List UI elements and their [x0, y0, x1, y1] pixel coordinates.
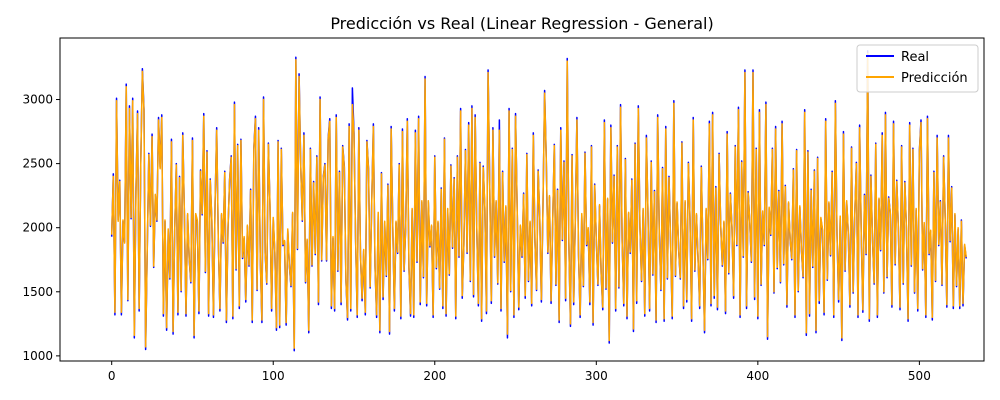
legend-label-real: Real [901, 50, 929, 65]
chart-title: Predicción vs Real (Linear Regression - … [330, 14, 713, 33]
legend-label-prediccion: Predicción [901, 71, 968, 86]
y-tick-label: 2500 [22, 157, 53, 171]
y-tick-label: 3000 [22, 93, 53, 107]
y-axis: 1000 1500 2000 2500 3000 [22, 93, 60, 363]
series-line-prediccion [110, 52, 967, 349]
y-tick-label: 2000 [22, 221, 53, 235]
x-tick-label: 500 [908, 369, 931, 383]
plot-frame [59, 37, 985, 362]
x-tick-label: 100 [262, 369, 285, 383]
x-axis: 0 100 200 300 400 500 [108, 361, 931, 383]
x-tick-label: 200 [423, 369, 446, 383]
legend: Real Predicción [856, 44, 979, 93]
plot-area [110, 50, 967, 352]
y-tick-label: 1500 [22, 285, 53, 299]
x-tick-label: 0 [108, 369, 116, 383]
x-tick-label: 400 [746, 369, 769, 383]
y-tick-label: 1000 [22, 349, 53, 363]
x-tick-label: 300 [585, 369, 608, 383]
